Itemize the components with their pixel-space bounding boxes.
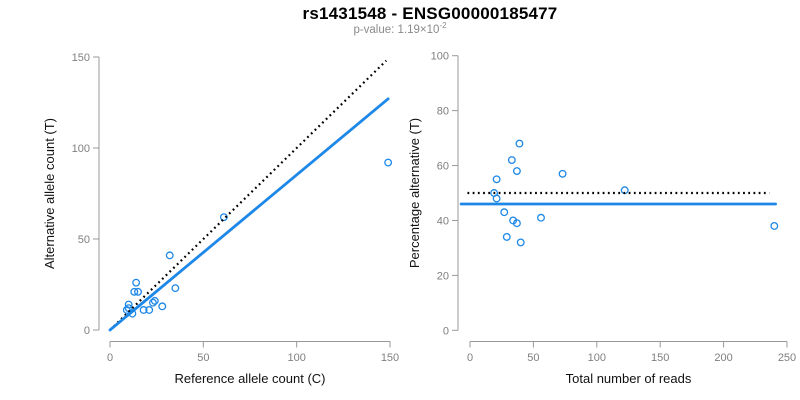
y-tick-label: 40 bbox=[437, 215, 449, 227]
y-tick-label: 100 bbox=[431, 51, 449, 63]
x-tick-label: 100 bbox=[588, 352, 606, 364]
y-tick-label: 20 bbox=[437, 270, 449, 282]
data-point bbox=[130, 287, 139, 296]
y-tick-label: 80 bbox=[437, 106, 449, 118]
data-point bbox=[770, 222, 779, 230]
x-tick-label: 50 bbox=[197, 352, 209, 364]
y-tick-label: 150 bbox=[72, 52, 90, 64]
percentage-vs-reads-plot: 0 20 40 60 80 100 0 50 100 150 200 250 Total number … bbox=[407, 51, 796, 386]
x-tick-label: 50 bbox=[527, 352, 539, 364]
data-point bbox=[139, 306, 148, 314]
y-tick-label: 50 bbox=[78, 234, 90, 246]
scatter-points bbox=[122, 158, 393, 318]
data-point bbox=[558, 169, 567, 178]
x-tick-label: 250 bbox=[778, 352, 796, 364]
data-point bbox=[500, 208, 509, 217]
y-axis: 0 20 40 60 80 100 bbox=[431, 51, 459, 337]
scatter-points bbox=[490, 139, 779, 247]
data-point bbox=[492, 175, 501, 184]
data-point bbox=[124, 300, 133, 309]
x-axis-title: Reference allele count (C) bbox=[174, 371, 325, 386]
y-axis-title: Alternative allele count (T) bbox=[42, 118, 57, 269]
identity-line bbox=[109, 59, 388, 331]
x-tick-label: 150 bbox=[651, 352, 669, 364]
y-axis: 0 50 100 150 bbox=[72, 52, 100, 337]
data-point bbox=[165, 251, 174, 260]
allele-counts-plot: 0 50 100 150 0 50 100 150 Reference allele count… bbox=[42, 52, 399, 386]
y-tick-label: 100 bbox=[72, 143, 90, 155]
data-point bbox=[502, 232, 511, 241]
x-axis: 0 50 100 150 200 250 bbox=[467, 341, 796, 364]
y-axis-title: Percentage alternative (T) bbox=[407, 118, 422, 268]
data-point bbox=[134, 287, 142, 296]
x-tick-label: 100 bbox=[287, 352, 305, 364]
data-point bbox=[507, 156, 516, 164]
data-point bbox=[515, 139, 524, 148]
x-tick-label: 200 bbox=[714, 352, 732, 364]
figure-title: rs1431548 - ENSG00000185477 bbox=[302, 4, 558, 23]
p-value-text: p-value: 1.19×10 bbox=[353, 23, 440, 36]
y-tick-label: 60 bbox=[437, 161, 449, 173]
x-tick-label: 0 bbox=[467, 352, 473, 364]
p-value-exponent: -2 bbox=[439, 21, 447, 30]
x-axis: 0 50 100 150 bbox=[107, 341, 399, 364]
data-point bbox=[145, 306, 154, 314]
x-tick-label: 150 bbox=[381, 352, 399, 364]
data-point bbox=[384, 158, 393, 167]
y-tick-label: 0 bbox=[443, 325, 449, 337]
data-point bbox=[512, 219, 521, 228]
data-point bbox=[171, 284, 180, 293]
data-point bbox=[512, 167, 521, 175]
data-point bbox=[150, 296, 159, 305]
x-axis-title: Total number of reads bbox=[566, 371, 692, 386]
x-tick-label: 0 bbox=[107, 352, 113, 364]
data-point bbox=[516, 238, 525, 247]
p-value-subtitle: p-value: 1.19×10-2 bbox=[353, 21, 446, 36]
data-point bbox=[148, 298, 157, 307]
data-point bbox=[132, 278, 141, 287]
y-tick-label: 0 bbox=[84, 325, 90, 337]
data-point bbox=[492, 194, 501, 203]
fit-line bbox=[108, 97, 390, 332]
data-point bbox=[537, 213, 545, 222]
data-point bbox=[158, 302, 167, 311]
